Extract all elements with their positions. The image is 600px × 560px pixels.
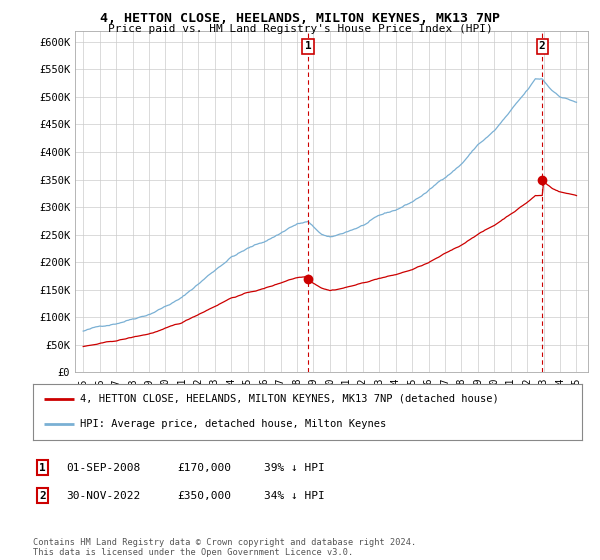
Text: 2: 2 (39, 491, 46, 501)
Text: 1: 1 (39, 463, 46, 473)
Text: 01-SEP-2008: 01-SEP-2008 (66, 463, 140, 473)
Text: 4, HETTON CLOSE, HEELANDS, MILTON KEYNES, MK13 7NP: 4, HETTON CLOSE, HEELANDS, MILTON KEYNES… (100, 12, 500, 25)
Text: £350,000: £350,000 (177, 491, 231, 501)
Text: HPI: Average price, detached house, Milton Keynes: HPI: Average price, detached house, Milt… (80, 419, 386, 430)
Text: Price paid vs. HM Land Registry's House Price Index (HPI): Price paid vs. HM Land Registry's House … (107, 24, 493, 34)
Text: 1: 1 (305, 41, 311, 52)
Text: Contains HM Land Registry data © Crown copyright and database right 2024.
This d: Contains HM Land Registry data © Crown c… (33, 538, 416, 557)
Text: 4, HETTON CLOSE, HEELANDS, MILTON KEYNES, MK13 7NP (detached house): 4, HETTON CLOSE, HEELANDS, MILTON KEYNES… (80, 394, 499, 404)
Text: 30-NOV-2022: 30-NOV-2022 (66, 491, 140, 501)
Text: 2: 2 (539, 41, 545, 52)
Text: 34% ↓ HPI: 34% ↓ HPI (264, 491, 325, 501)
Text: 39% ↓ HPI: 39% ↓ HPI (264, 463, 325, 473)
Text: £170,000: £170,000 (177, 463, 231, 473)
